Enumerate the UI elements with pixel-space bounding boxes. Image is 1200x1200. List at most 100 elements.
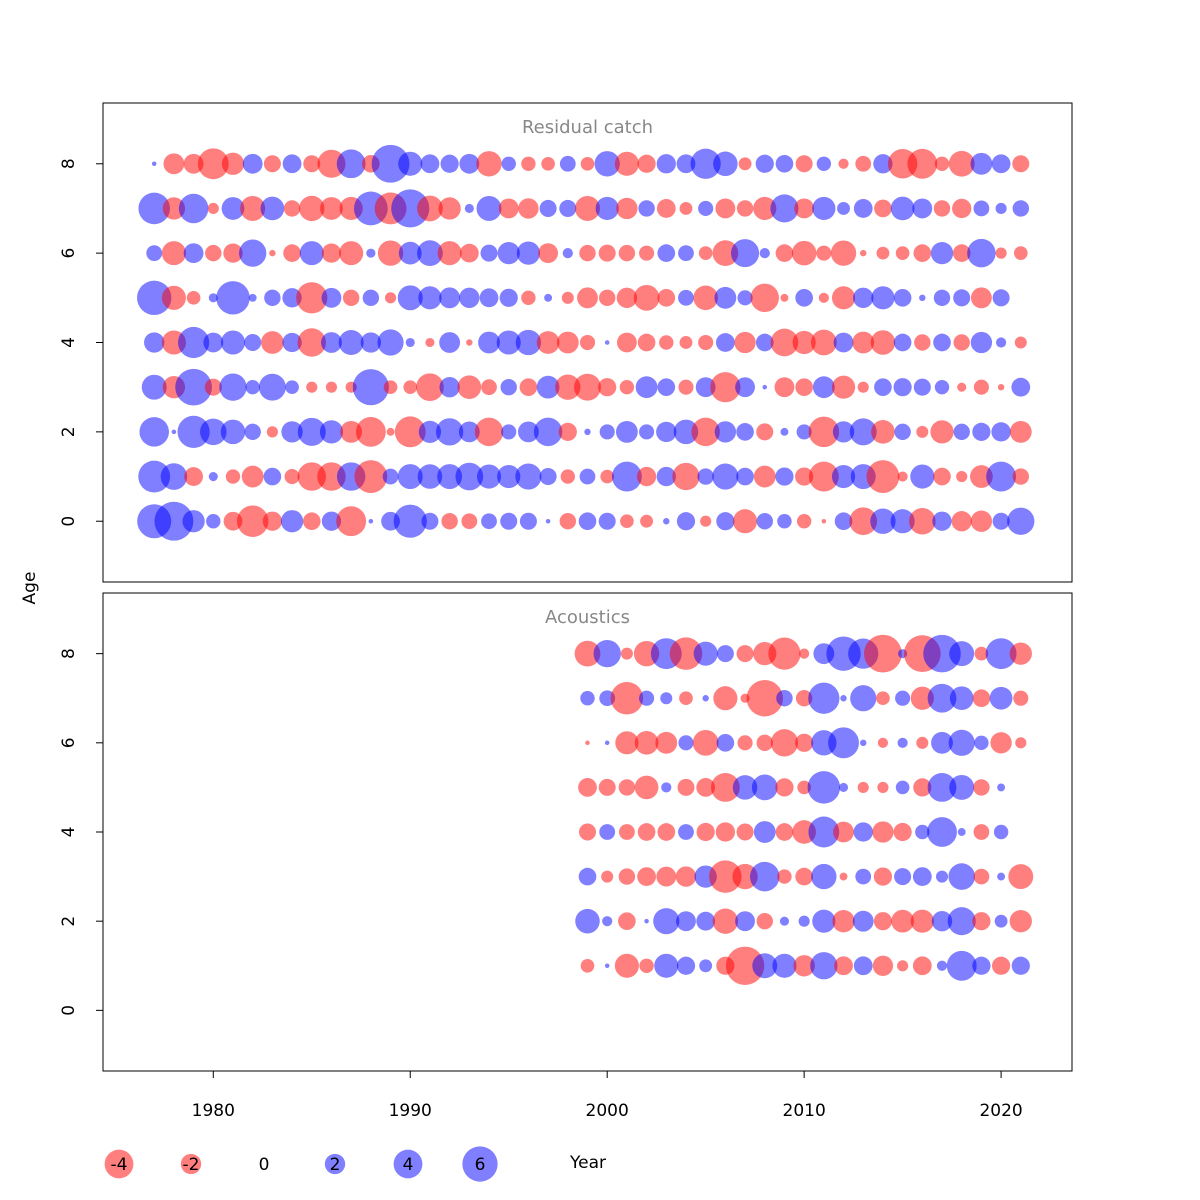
bubble	[306, 381, 318, 393]
bubble	[692, 729, 719, 756]
y-tick-label: 2	[59, 916, 79, 927]
bubble	[893, 378, 912, 397]
bubble	[698, 334, 714, 351]
bubble	[497, 464, 521, 489]
bubble	[866, 460, 900, 493]
bubble	[870, 508, 896, 534]
bubble	[197, 148, 229, 180]
bubble	[303, 155, 321, 173]
bubble	[893, 333, 912, 352]
bubble	[496, 330, 521, 355]
bubble	[777, 514, 792, 529]
bubble	[579, 334, 596, 351]
bubble	[795, 467, 814, 486]
bubble	[640, 514, 654, 528]
bubble	[160, 463, 188, 490]
bubble	[953, 334, 970, 351]
bubble	[970, 465, 993, 488]
bubble	[799, 648, 810, 659]
bubble	[736, 467, 754, 486]
bubble	[539, 199, 557, 217]
bubble	[831, 286, 856, 310]
bubble	[753, 465, 776, 488]
bubble	[934, 156, 950, 171]
y-tick-label: 8	[59, 158, 79, 169]
y-tick-label: 0	[59, 1005, 79, 1016]
bubble	[244, 423, 261, 441]
bubble	[669, 637, 703, 670]
bubble	[441, 513, 458, 530]
bubble	[163, 153, 185, 175]
bubble	[691, 417, 720, 447]
bubble	[397, 285, 423, 311]
bubble	[678, 824, 694, 840]
bubble	[985, 638, 1017, 670]
bubble	[297, 328, 326, 357]
bubble	[317, 462, 346, 491]
y-axis-label: Age	[20, 572, 40, 605]
bubble	[772, 953, 797, 978]
bubble	[639, 245, 655, 261]
bubble	[798, 915, 810, 927]
y-tick-label: 8	[59, 648, 79, 659]
bubble	[678, 245, 694, 262]
bubble	[521, 156, 536, 171]
bubble	[501, 424, 517, 440]
bubble	[676, 512, 696, 531]
bubble	[780, 293, 789, 302]
bubble	[239, 239, 267, 267]
bubble	[768, 637, 801, 670]
bubble	[949, 774, 975, 800]
y-tick-label: 0	[59, 516, 79, 527]
bubble	[795, 289, 813, 307]
bubble	[816, 245, 832, 261]
bubble	[282, 332, 302, 353]
bubble	[897, 737, 908, 748]
bubble	[321, 332, 342, 353]
bubble	[516, 241, 541, 265]
bubble	[574, 640, 601, 667]
bubble	[972, 689, 991, 708]
bubble	[439, 287, 461, 309]
bubble	[679, 691, 693, 706]
bubble	[656, 466, 676, 487]
bubble	[637, 823, 656, 841]
bubble	[696, 778, 716, 797]
bubble	[808, 416, 840, 448]
bubble	[831, 375, 856, 399]
bubble	[208, 472, 218, 482]
bubble	[636, 466, 657, 487]
legend-bubble	[324, 1153, 346, 1175]
bubble	[811, 863, 837, 890]
bubble	[673, 419, 699, 445]
bubble	[659, 335, 674, 350]
bubble	[751, 774, 778, 801]
legend-bubble	[104, 1149, 134, 1179]
bubble	[997, 383, 1005, 391]
bubble	[973, 824, 990, 840]
bubble	[384, 292, 397, 304]
bubble	[416, 373, 444, 402]
bubble	[762, 384, 768, 390]
bubble	[816, 156, 832, 171]
bubble	[949, 686, 974, 711]
bubble	[611, 461, 642, 492]
bubble	[912, 198, 933, 219]
bubble	[995, 202, 1007, 215]
bubble	[545, 518, 551, 524]
bubble	[634, 730, 659, 755]
bubble	[1011, 956, 1030, 975]
bubble	[710, 372, 741, 403]
bubble	[321, 287, 342, 308]
bubble	[871, 420, 895, 444]
bubble	[221, 152, 245, 175]
bubble	[946, 950, 977, 981]
bubble	[693, 641, 718, 666]
bubble	[299, 195, 325, 222]
bubble	[890, 196, 915, 221]
bubble	[715, 333, 735, 352]
bubble	[368, 518, 374, 524]
bubble	[500, 378, 517, 396]
bubble	[967, 238, 996, 268]
bubble	[437, 241, 462, 266]
